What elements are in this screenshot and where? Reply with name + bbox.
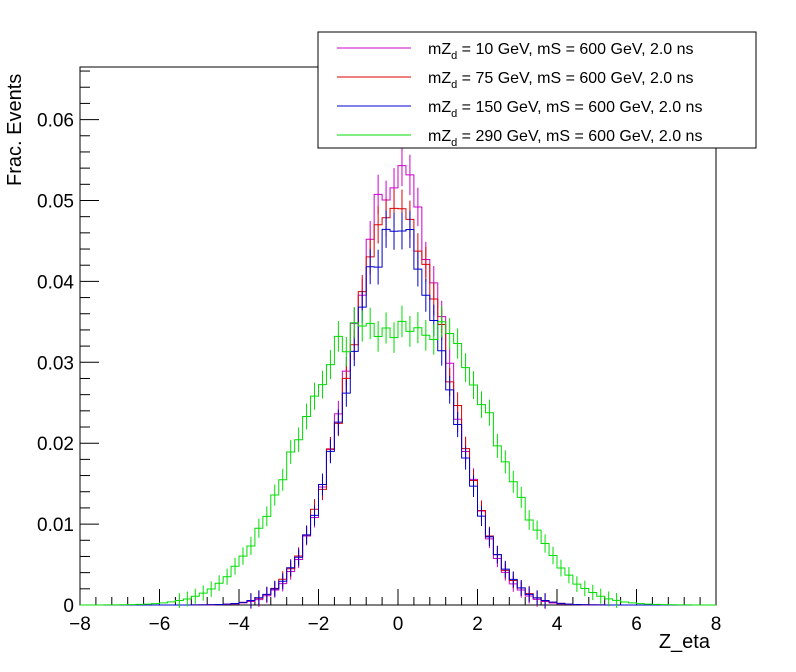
y-tick-label: 0.04	[37, 272, 74, 293]
series-group	[80, 145, 716, 609]
x-tick-label: 2	[472, 614, 483, 635]
legend-entry: mZd = 10 GeV, mS = 600 GeV, 2.0 ns	[428, 41, 694, 62]
y-tick-label: 0	[63, 596, 74, 617]
y-axis: 0 0.01 0.02 0.03 0.04 0.05 0.06	[37, 70, 99, 617]
series-line-3	[80, 228, 716, 606]
x-tick-label: −6	[149, 614, 171, 635]
y-tick-label: 0.02	[37, 434, 74, 455]
x-tick-label: −4	[228, 614, 250, 635]
legend-box	[317, 31, 757, 149]
legend-entry: mZd = 75 GeV, mS = 600 GeV, 2.0 ns	[428, 70, 694, 91]
x-axis: −8 −6 −4 −2 0 2 4 6 8	[69, 589, 721, 635]
x-tick-label: 6	[631, 614, 642, 635]
y-tick-label: 0.01	[37, 515, 74, 536]
x-tick-label: −8	[69, 614, 91, 635]
series-line-4	[80, 320, 716, 606]
legend-entry: mZd = 290 GeV, mS = 600 GeV, 2.0 ns	[428, 128, 702, 149]
y-tick-label: 0.06	[37, 111, 74, 132]
legend-entry: mZd = 150 GeV, mS = 600 GeV, 2.0 ns	[428, 99, 702, 120]
legend: mZd = 10 GeV, mS = 600 GeV, 2.0 ns mZd = …	[317, 31, 757, 149]
x-tick-label: 0	[393, 614, 404, 635]
x-axis-title: Z_eta	[659, 631, 711, 653]
y-tick-label: 0.03	[37, 353, 74, 374]
x-tick-label: −2	[308, 614, 330, 635]
x-tick-label: 4	[552, 614, 563, 635]
x-tick-label: 8	[711, 614, 722, 635]
y-tick-label: 0.05	[37, 191, 74, 212]
y-axis-title: Frac. Events	[4, 74, 26, 186]
series-line-2	[80, 207, 716, 606]
